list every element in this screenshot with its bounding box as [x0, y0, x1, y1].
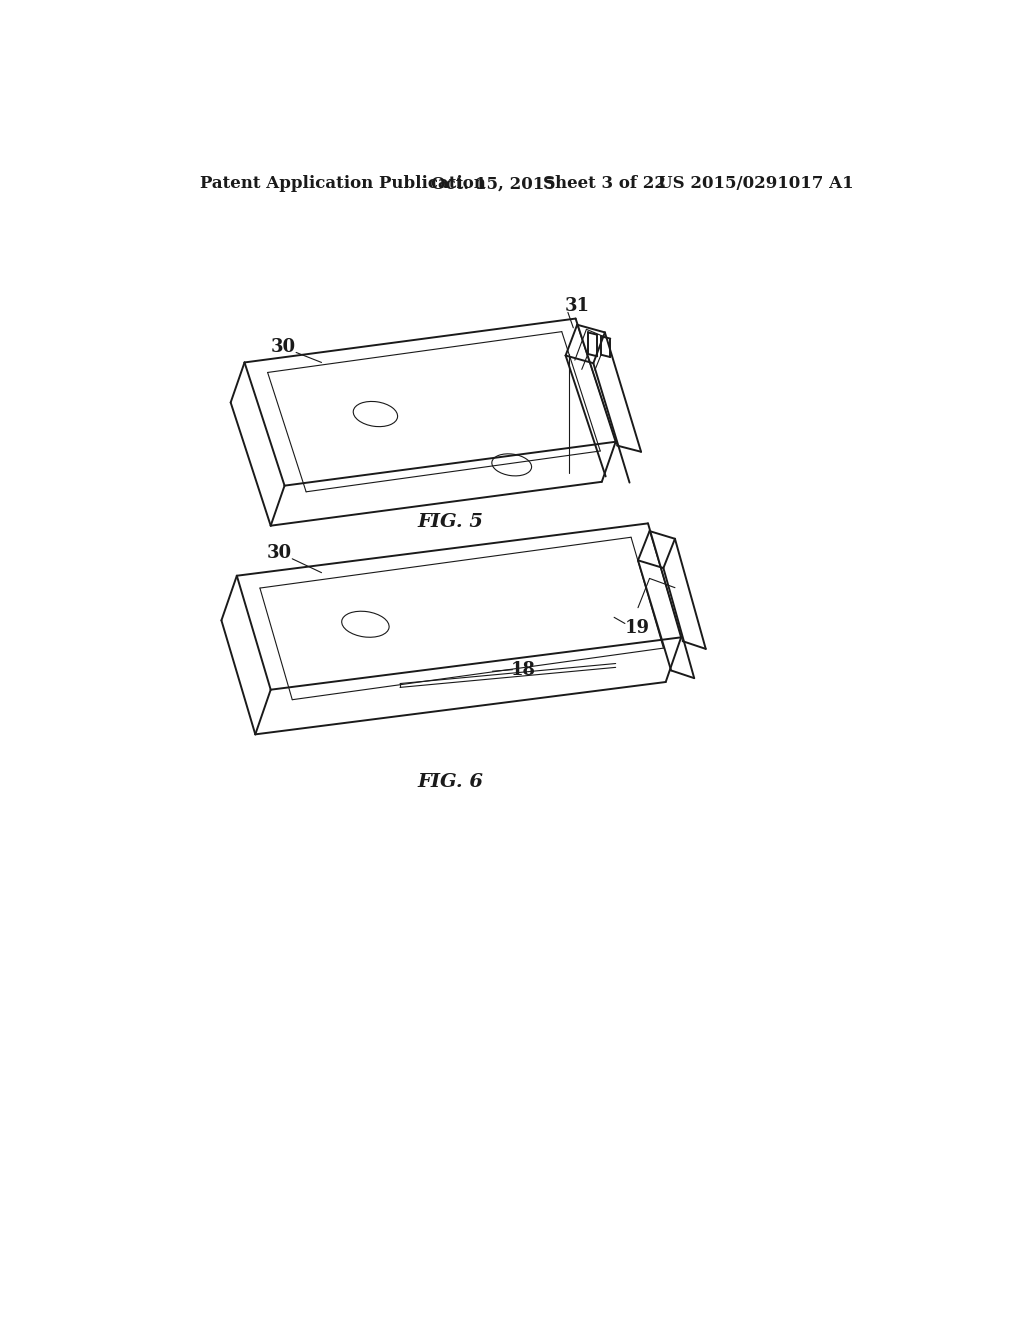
Text: FIG. 5: FIG. 5 [417, 513, 483, 531]
Text: 19: 19 [625, 619, 649, 638]
Text: 18: 18 [511, 661, 536, 680]
Text: FIG. 6: FIG. 6 [417, 774, 483, 791]
Text: 30: 30 [270, 338, 296, 356]
Text: 31: 31 [564, 297, 590, 315]
Text: Sheet 3 of 22: Sheet 3 of 22 [543, 176, 666, 193]
Text: Oct. 15, 2015: Oct. 15, 2015 [431, 176, 556, 193]
Text: 30: 30 [266, 544, 292, 561]
Text: US 2015/0291017 A1: US 2015/0291017 A1 [658, 176, 854, 193]
Text: Patent Application Publication: Patent Application Publication [200, 176, 485, 193]
